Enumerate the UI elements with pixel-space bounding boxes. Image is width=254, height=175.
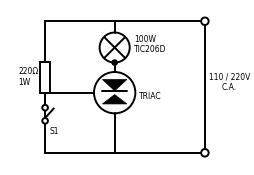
- Circle shape: [42, 105, 48, 111]
- Circle shape: [200, 18, 208, 25]
- Bar: [40, 62, 50, 93]
- Text: 110 / 220V
C.A.: 110 / 220V C.A.: [208, 73, 249, 92]
- Circle shape: [42, 118, 48, 124]
- Circle shape: [200, 149, 208, 157]
- Polygon shape: [102, 94, 126, 104]
- Text: 220Ω
1W: 220Ω 1W: [18, 67, 38, 87]
- Circle shape: [112, 60, 117, 65]
- Text: TRIAC: TRIAC: [139, 92, 161, 101]
- Text: 100W
TIC206D: 100W TIC206D: [134, 35, 166, 54]
- Text: S1: S1: [50, 127, 59, 135]
- Polygon shape: [102, 79, 126, 91]
